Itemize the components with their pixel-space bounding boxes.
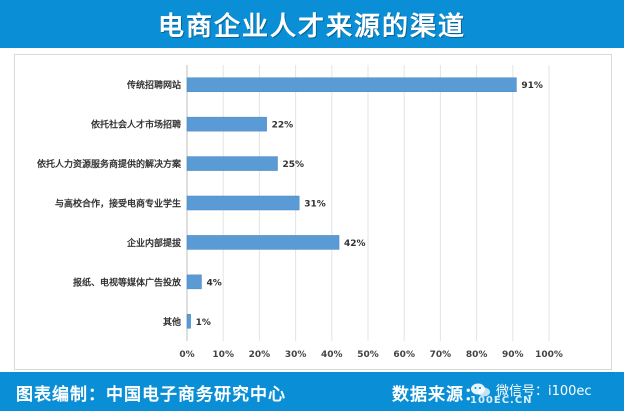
value-label: 22% [272,121,294,131]
category-label: 与高校合作，接受电商专业学生 [55,198,181,210]
x-tick-label: 20% [249,350,271,360]
value-label: 25% [283,160,305,170]
bar [186,116,267,132]
wechat-id: 微信号：i100ec [496,384,592,399]
chart-editor-label: 图表编制：中国电子商务研究中心 [16,385,286,405]
value-label: 1% [196,318,211,328]
x-tick-label: 60% [393,350,415,360]
chart-panel: 0% 10% 20% 30% 40% 50% 60% 70% 80% 90% 100% 传统招聘网站 9… [14,54,612,370]
category-label: 报纸、电视等媒体广告投放 [73,276,182,288]
category-label: 依托人力资源服务商提供的解决方案 [37,158,182,170]
header-banner: 电商企业人才来源的渠道 [0,0,624,48]
chart-title: 电商企业人才来源的渠道 [157,11,466,42]
category-label: 传统招聘网站 [126,79,181,91]
footer-banner: 图表编制：中国电子商务研究中心 数据来源： 微信号：i100ec 100EC.C… [0,372,624,411]
x-tick-label: 0% [179,350,194,360]
value-label: 4% [206,278,221,288]
x-tick-label: 70% [430,350,452,360]
bar [186,235,340,250]
bar [186,77,517,92]
category-label: 企业内部提拔 [126,237,182,249]
x-tick-label: 40% [321,350,343,360]
x-tick-label: 80% [466,350,488,360]
category-label: 其他 [163,316,181,328]
source-site: 100EC.CN [470,395,533,406]
x-tick-label: 30% [285,350,307,360]
x-tick-label: 90% [502,350,524,360]
bar [186,314,191,329]
wechat-icon [471,383,490,396]
bar [186,195,300,211]
wechat-badge: 微信号：i100ec [470,380,592,399]
value-label: 91% [521,81,543,91]
bar-chart: 0% 10% 20% 30% 40% 50% 60% 70% 80% 90% 100% 传统招聘网站 9… [37,65,563,360]
x-tick-label: 50% [357,350,379,360]
value-label: 31% [304,200,326,210]
data-source-label: 数据来源： [392,385,482,405]
x-tick-label: 10% [212,350,234,360]
category-label: 依托社会人才市场招聘 [91,119,181,131]
bar [186,274,202,290]
x-tick-label: 100% [535,350,563,360]
value-label: 42% [344,239,366,249]
bar [186,156,278,171]
